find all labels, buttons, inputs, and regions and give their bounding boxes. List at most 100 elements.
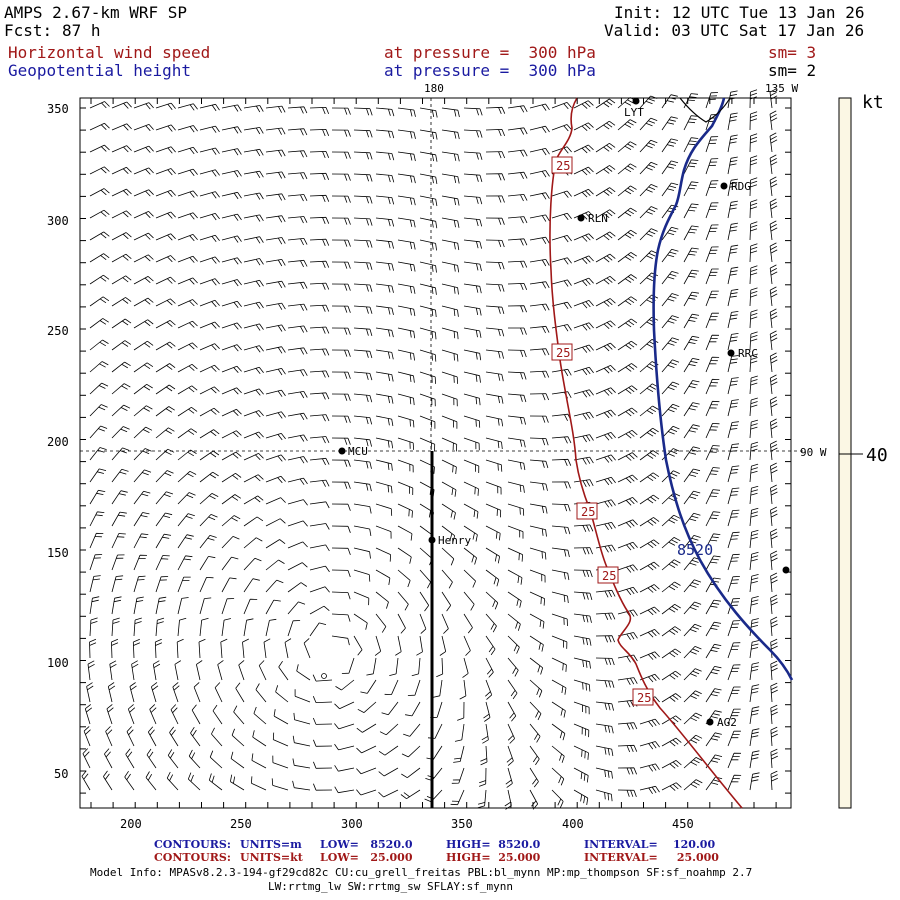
wind-barb [551,481,571,489]
wind-barb [265,559,285,571]
wind-barb [463,481,479,496]
wind-barb [507,723,515,744]
wind-barb [397,525,413,541]
wind-barb [419,547,433,566]
wind-barb [639,405,659,417]
wind-barb [573,701,590,715]
wind-barb [485,283,505,292]
svg-text:25: 25 [602,569,616,583]
wind-barb [331,481,351,489]
wind-barb [705,312,719,329]
wind-barb [353,481,372,492]
wind-barb [683,757,703,769]
wind-barb [617,677,638,685]
wind-barb [749,772,760,791]
wind-barb [133,469,152,483]
wind-barb [397,261,416,272]
wind-barb [199,493,219,505]
wind-barb [177,576,191,593]
wind-barb [441,173,460,184]
wind-barb [551,391,572,399]
wind-barb [84,704,93,725]
wind-barb [573,434,594,443]
wind-barb [480,745,488,766]
wind-barb [199,213,220,221]
wind-barb [639,763,660,772]
wind-barb [356,789,377,796]
wind-barb [453,745,465,763]
wind-barb [485,151,506,159]
wind-barb [551,413,572,421]
wind-barb [639,184,658,197]
wind-barb [397,459,414,473]
wind-barb [177,492,196,505]
wind-barb [507,415,526,425]
wind-barb [485,195,505,203]
wind-barb [265,518,286,527]
wind-barb [379,723,399,736]
wind-barb [89,554,103,571]
wind-barb [199,256,220,264]
wind-barb [441,151,460,162]
wind-barb [287,172,308,180]
y-tick-label: 250 [47,324,69,338]
wind-barb [507,701,517,722]
wind-barb [375,415,394,427]
wind-barb [331,437,351,445]
wind-barb [265,539,286,549]
wind-barb [177,428,198,439]
wind-barb [463,415,481,428]
wind-barb [199,471,219,483]
wind-barb [661,182,679,197]
wind-barb [397,129,416,139]
wind-barb [485,173,505,181]
wind-barb [397,569,411,588]
wind-barb [705,467,720,483]
wind-barb [133,533,149,549]
wind-barb [89,166,110,175]
wind-barb [573,122,594,131]
wind-barb [243,148,264,157]
wind-barb [294,689,311,703]
wind-barb [441,239,460,251]
wind-barb [485,239,505,248]
wind-barb [89,596,100,615]
wind-barb [617,385,638,395]
wind-barb [749,287,758,307]
wind-barb [176,638,184,659]
wind-barb [309,586,330,593]
wind-barb [485,129,506,137]
wind-barb [265,618,277,637]
wind-barb [149,704,157,725]
wind-barb [727,266,739,285]
wind-barb [727,311,739,329]
wind-barb [661,381,680,395]
wind-barb [133,124,154,132]
wind-barb [485,217,505,225]
wind-barb [331,107,351,115]
wind-barb [683,115,699,131]
wind-barb [683,313,700,329]
wind-barb [89,489,106,505]
wind-barb [507,349,527,358]
wind-barb [749,375,758,395]
station-henry: Henry [428,534,471,547]
wind-barb [177,234,198,242]
wind-barb [551,745,565,763]
wind-barb [639,584,660,593]
wind-barb [155,320,176,329]
wind-barb [243,258,264,266]
wind-barb [705,423,720,439]
wind-barb [82,748,91,769]
wind-barb [155,384,176,395]
station-marker [782,566,790,574]
wind-barb [133,340,154,351]
wind-barb [661,603,681,615]
wind-barb [617,541,638,551]
wind-barb [309,107,330,115]
wind-barb [133,232,154,241]
wind-barb [441,481,457,497]
wind-barb [463,305,482,316]
wind-barb [727,200,738,219]
wind-barb [441,569,453,589]
